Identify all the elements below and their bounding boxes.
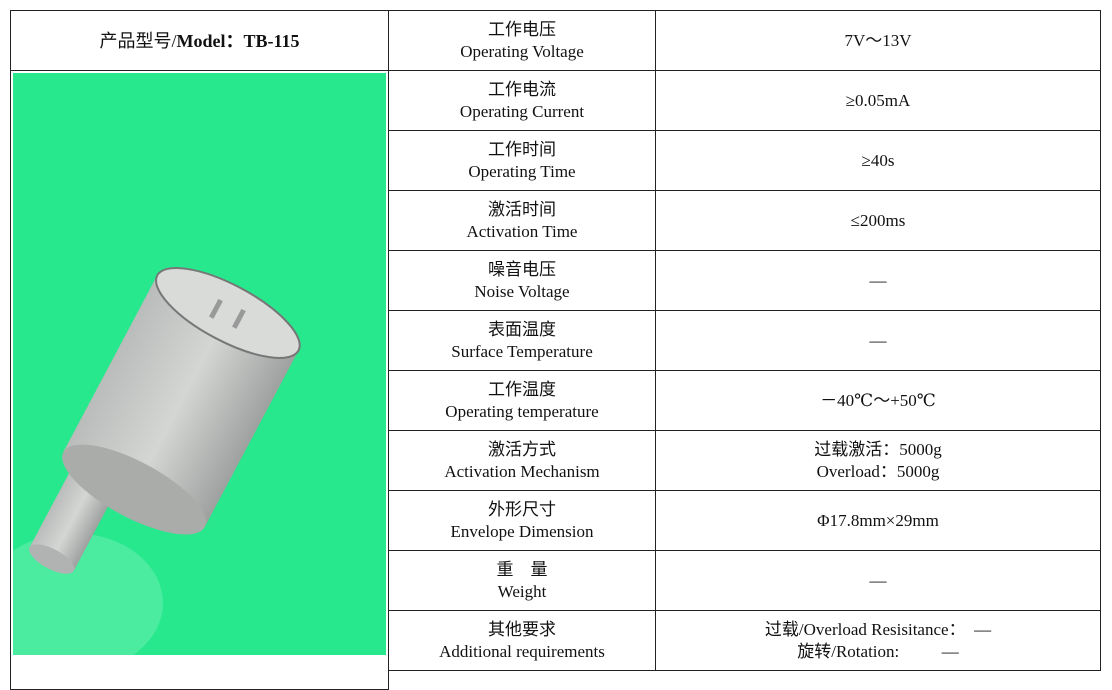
name-cn: 工作电压 [488, 19, 556, 39]
value-line: 过载/Overload Resisitance： — [764, 619, 992, 639]
value-line: 旋转/Rotation: — [797, 641, 959, 661]
value-line: ≤200ms [850, 210, 906, 230]
value-cell: ≥0.05mA [655, 70, 1101, 131]
name-cell: 表面温度 Surface Temperature [388, 310, 656, 371]
name-en: Operating Current [459, 101, 585, 121]
name-cell: 外形尺寸 Envelope Dimension [388, 490, 656, 551]
model-text: 产品型号/Model：TB-115 [99, 30, 299, 52]
value-cell: 7V～13V [655, 10, 1101, 71]
value-cell: — [655, 550, 1101, 611]
value-line: －40℃～+50℃ [820, 390, 936, 410]
value-cell: 过载/Overload Resisitance： — 旋转/Rotation: — [655, 610, 1101, 671]
name-cn: 噪音电压 [488, 259, 556, 279]
value-line: ≥0.05mA [845, 90, 911, 110]
name-cell: 工作电流 Operating Current [388, 70, 656, 131]
name-cell: 噪音电压 Noise Voltage [388, 250, 656, 311]
name-en: Surface Temperature [451, 341, 593, 361]
value-line: — [869, 570, 887, 590]
value-line: Overload：5000g [816, 461, 940, 481]
name-cn: 工作温度 [488, 379, 556, 399]
name-cell: 激活时间 Activation Time [388, 190, 656, 251]
value-line: — [869, 330, 887, 350]
name-en: Operating Voltage [460, 41, 584, 61]
value-line: Φ17.8mm×29mm [817, 510, 939, 530]
product-image [13, 73, 386, 655]
value-cell: — [655, 250, 1101, 311]
name-cell: 激活方式 Activation Mechanism [388, 430, 656, 491]
value-line: 7V～13V [844, 30, 912, 50]
value-cell: －40℃～+50℃ [655, 370, 1101, 431]
name-cell: 工作电压 Operating Voltage [388, 10, 656, 71]
name-en: Operating temperature [445, 401, 599, 421]
name-en: Activation Time [466, 221, 578, 241]
name-cn: 激活方式 [488, 439, 556, 459]
value-cell: Φ17.8mm×29mm [655, 490, 1101, 551]
name-cn: 表面温度 [488, 319, 556, 339]
name-en: Additional requirements [439, 641, 605, 661]
name-en: Weight [497, 581, 547, 601]
model-name: Model：TB-115 [176, 30, 300, 51]
name-cn: 工作电流 [488, 79, 556, 99]
name-en: Operating Time [468, 161, 576, 181]
name-cell: 工作时间 Operating Time [388, 130, 656, 191]
name-cn: 重 量 [496, 559, 548, 579]
value-cell: ≤200ms [655, 190, 1101, 251]
model-cell: 产品型号/Model：TB-115 [10, 10, 389, 71]
name-cell: 其他要求 Additional requirements [388, 610, 656, 671]
name-cn: 其他要求 [488, 619, 556, 639]
value-line: ≥40s [861, 150, 895, 170]
value-line: 过载激活：5000g [814, 439, 942, 459]
value-line: — [869, 270, 887, 290]
model-prefix: 产品型号/ [99, 30, 177, 51]
name-en: Activation Mechanism [444, 461, 600, 481]
value-cell: — [655, 310, 1101, 371]
value-cell: 过载激活：5000g Overload：5000g [655, 430, 1101, 491]
value-cell: ≥40s [655, 130, 1101, 191]
name-cn: 外形尺寸 [488, 499, 556, 519]
name-cell: 工作温度 Operating temperature [388, 370, 656, 431]
name-cn: 工作时间 [488, 139, 556, 159]
name-cn: 激活时间 [488, 199, 556, 219]
name-en: Noise Voltage [474, 281, 570, 301]
name-en: Envelope Dimension [450, 521, 594, 541]
name-cell: 重 量 Weight [388, 550, 656, 611]
page: {"table":{ "model_prefix":"产品型号/", "mode… [10, 10, 1101, 690]
